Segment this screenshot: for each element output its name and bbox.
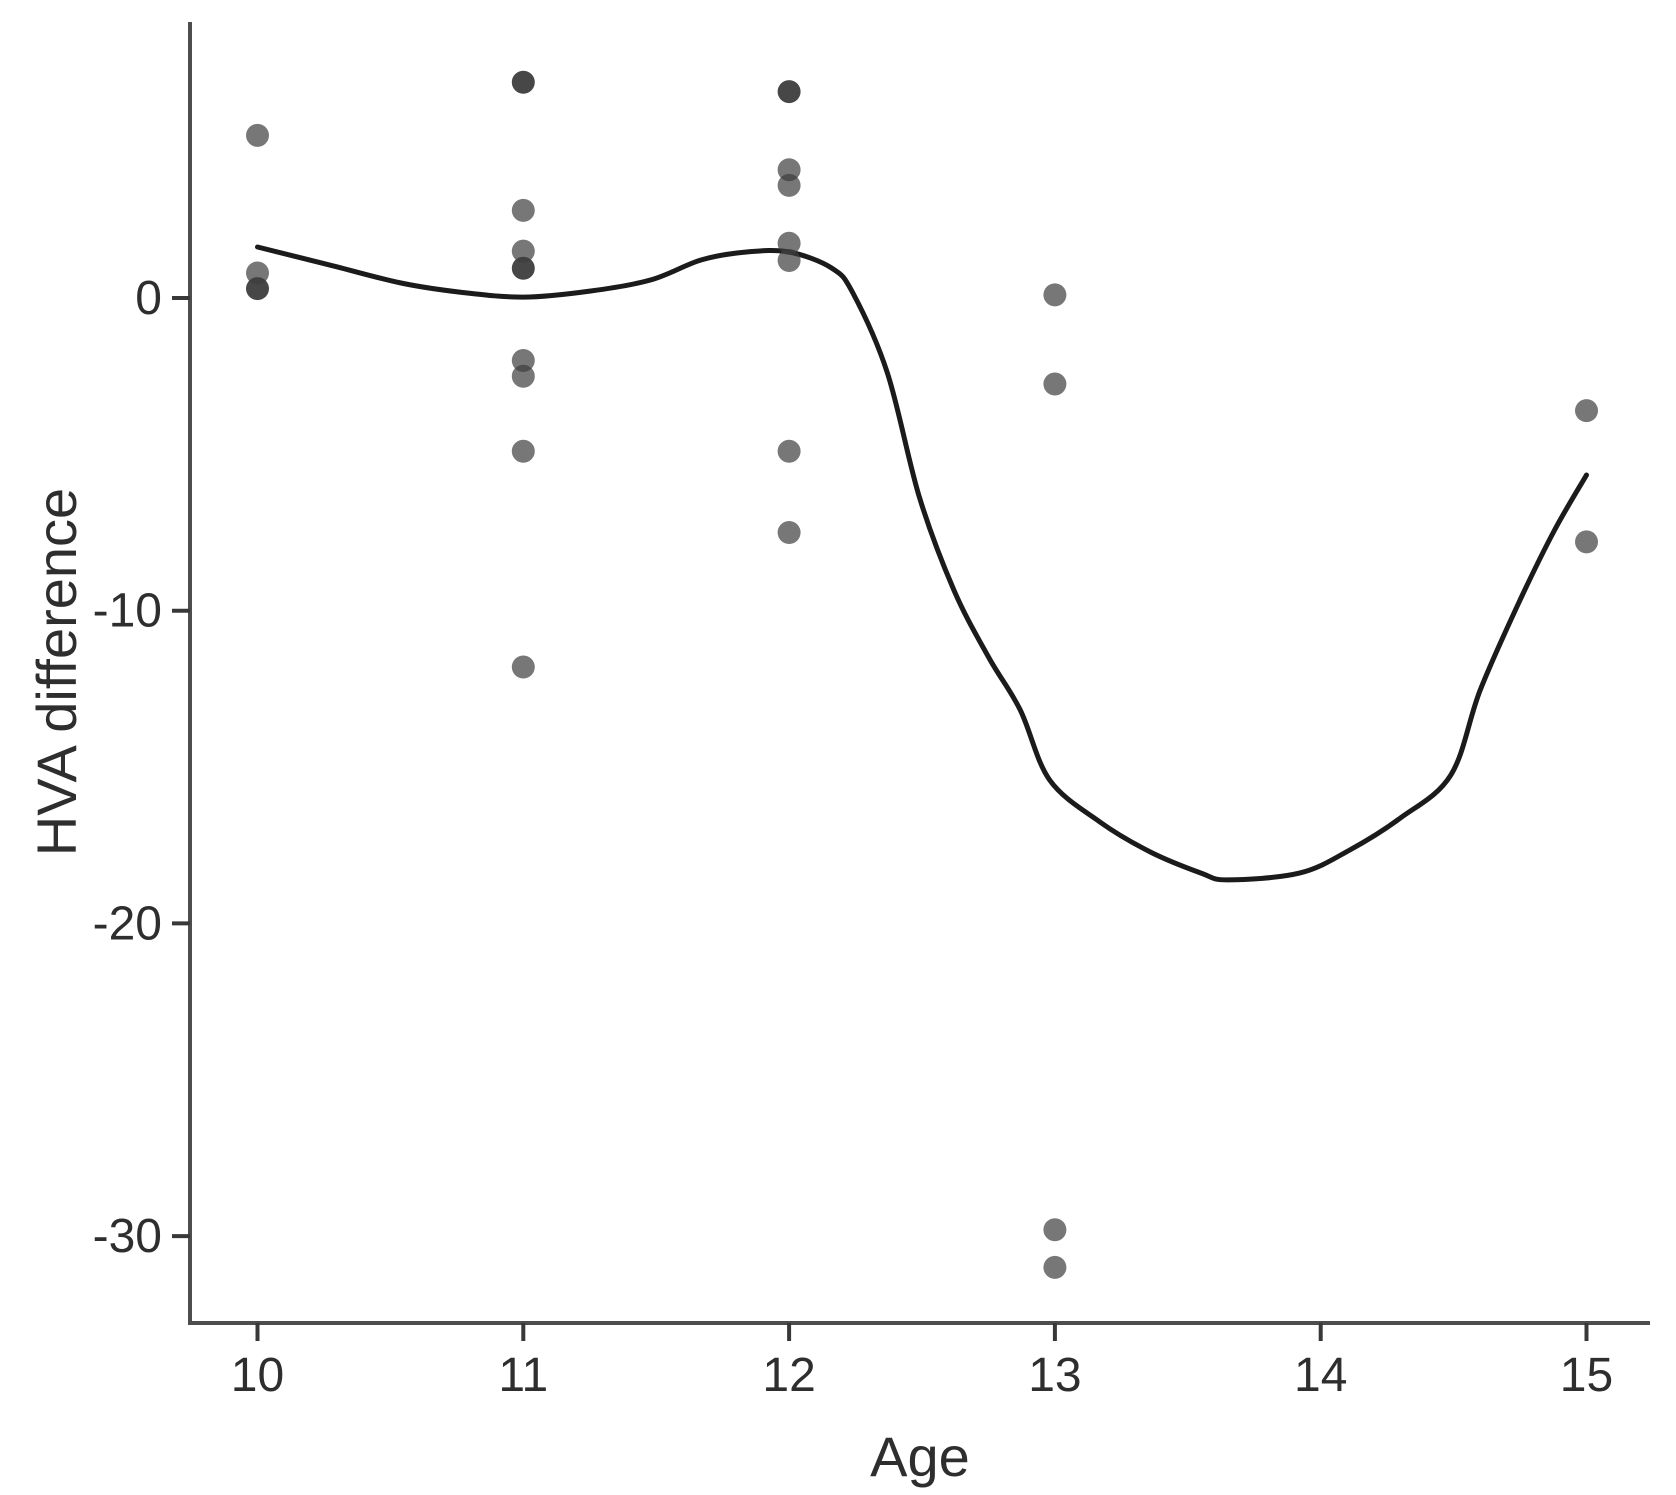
x-tick-label: 11 (498, 1349, 548, 1402)
loess-curve (255, 244, 1589, 883)
y-tick-label: -10 (93, 585, 162, 638)
data-point (777, 521, 801, 544)
x-tick-label: 15 (1560, 1349, 1613, 1402)
data-point (777, 439, 801, 463)
smooth-fit-curve (255, 244, 1589, 883)
data-point (511, 70, 535, 94)
x-tick-label: 10 (231, 1349, 284, 1402)
data-point (511, 364, 535, 388)
data-point (511, 198, 535, 222)
data-point (777, 80, 801, 104)
y-axis-ticks: 0 -10 -20 -30 (93, 272, 190, 1263)
data-point (1575, 399, 1598, 423)
data-point (511, 256, 535, 280)
y-axis-title: HVA difference (25, 488, 88, 856)
data-point (1575, 530, 1598, 554)
y-tick-label: 0 (135, 272, 162, 325)
x-tick-label: 14 (1294, 1349, 1347, 1402)
data-point (246, 123, 269, 147)
data-point (246, 277, 269, 301)
data-point (777, 249, 801, 272)
data-point (511, 655, 535, 679)
data-point (777, 173, 801, 197)
y-tick-label: -30 (93, 1210, 162, 1263)
data-point (777, 231, 801, 255)
x-axis-ticks: 10 11 12 13 14 15 (231, 1323, 1613, 1402)
scatter-points (246, 70, 1598, 1279)
data-point (511, 439, 535, 463)
x-tick-label: 13 (1028, 1349, 1081, 1402)
data-point (1043, 1255, 1067, 1279)
x-axis-title: Age (870, 1425, 970, 1488)
data-point (511, 239, 535, 263)
data-point (1043, 1218, 1067, 1242)
x-tick-label: 12 (762, 1349, 815, 1402)
data-point (1043, 372, 1067, 396)
data-point (1043, 283, 1067, 307)
y-tick-label: -20 (93, 897, 162, 950)
